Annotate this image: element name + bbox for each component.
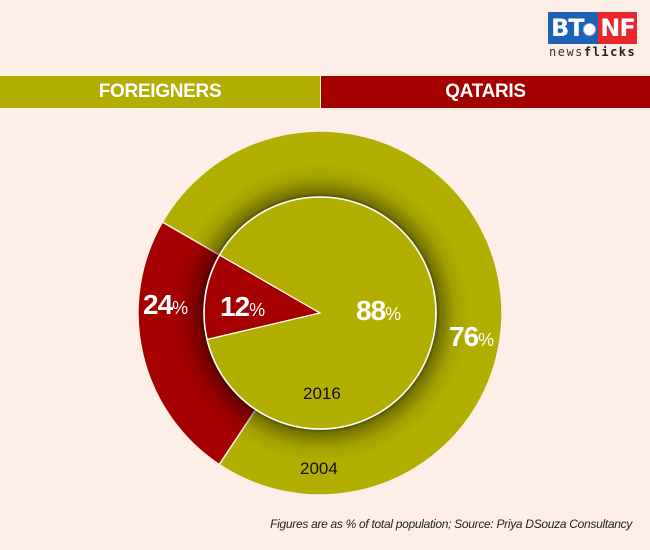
brand-logo: BT NF newsflicks	[548, 12, 638, 62]
logo-subtitle: newsflicks	[549, 45, 637, 59]
inner-year-label: 2016	[303, 384, 341, 403]
outer-year-label: 2004	[300, 459, 338, 478]
legend-item-qataris: QATARIS	[321, 76, 650, 108]
logo-nf: NF	[598, 12, 637, 44]
footnote-source: Figures are as % of total population; So…	[270, 517, 632, 531]
outer-qataris-label: 24%	[143, 289, 189, 320]
legend: FOREIGNERS QATARIS	[0, 76, 650, 108]
globe-icon	[583, 23, 596, 36]
inner-pie-outline	[203, 196, 437, 430]
legend-item-foreigners: FOREIGNERS	[0, 76, 320, 108]
outer-foreigners-label: 76%	[449, 321, 495, 352]
inner-foreigners-label: 88%	[356, 295, 402, 326]
inner-qataris-label: 12%	[220, 291, 266, 322]
